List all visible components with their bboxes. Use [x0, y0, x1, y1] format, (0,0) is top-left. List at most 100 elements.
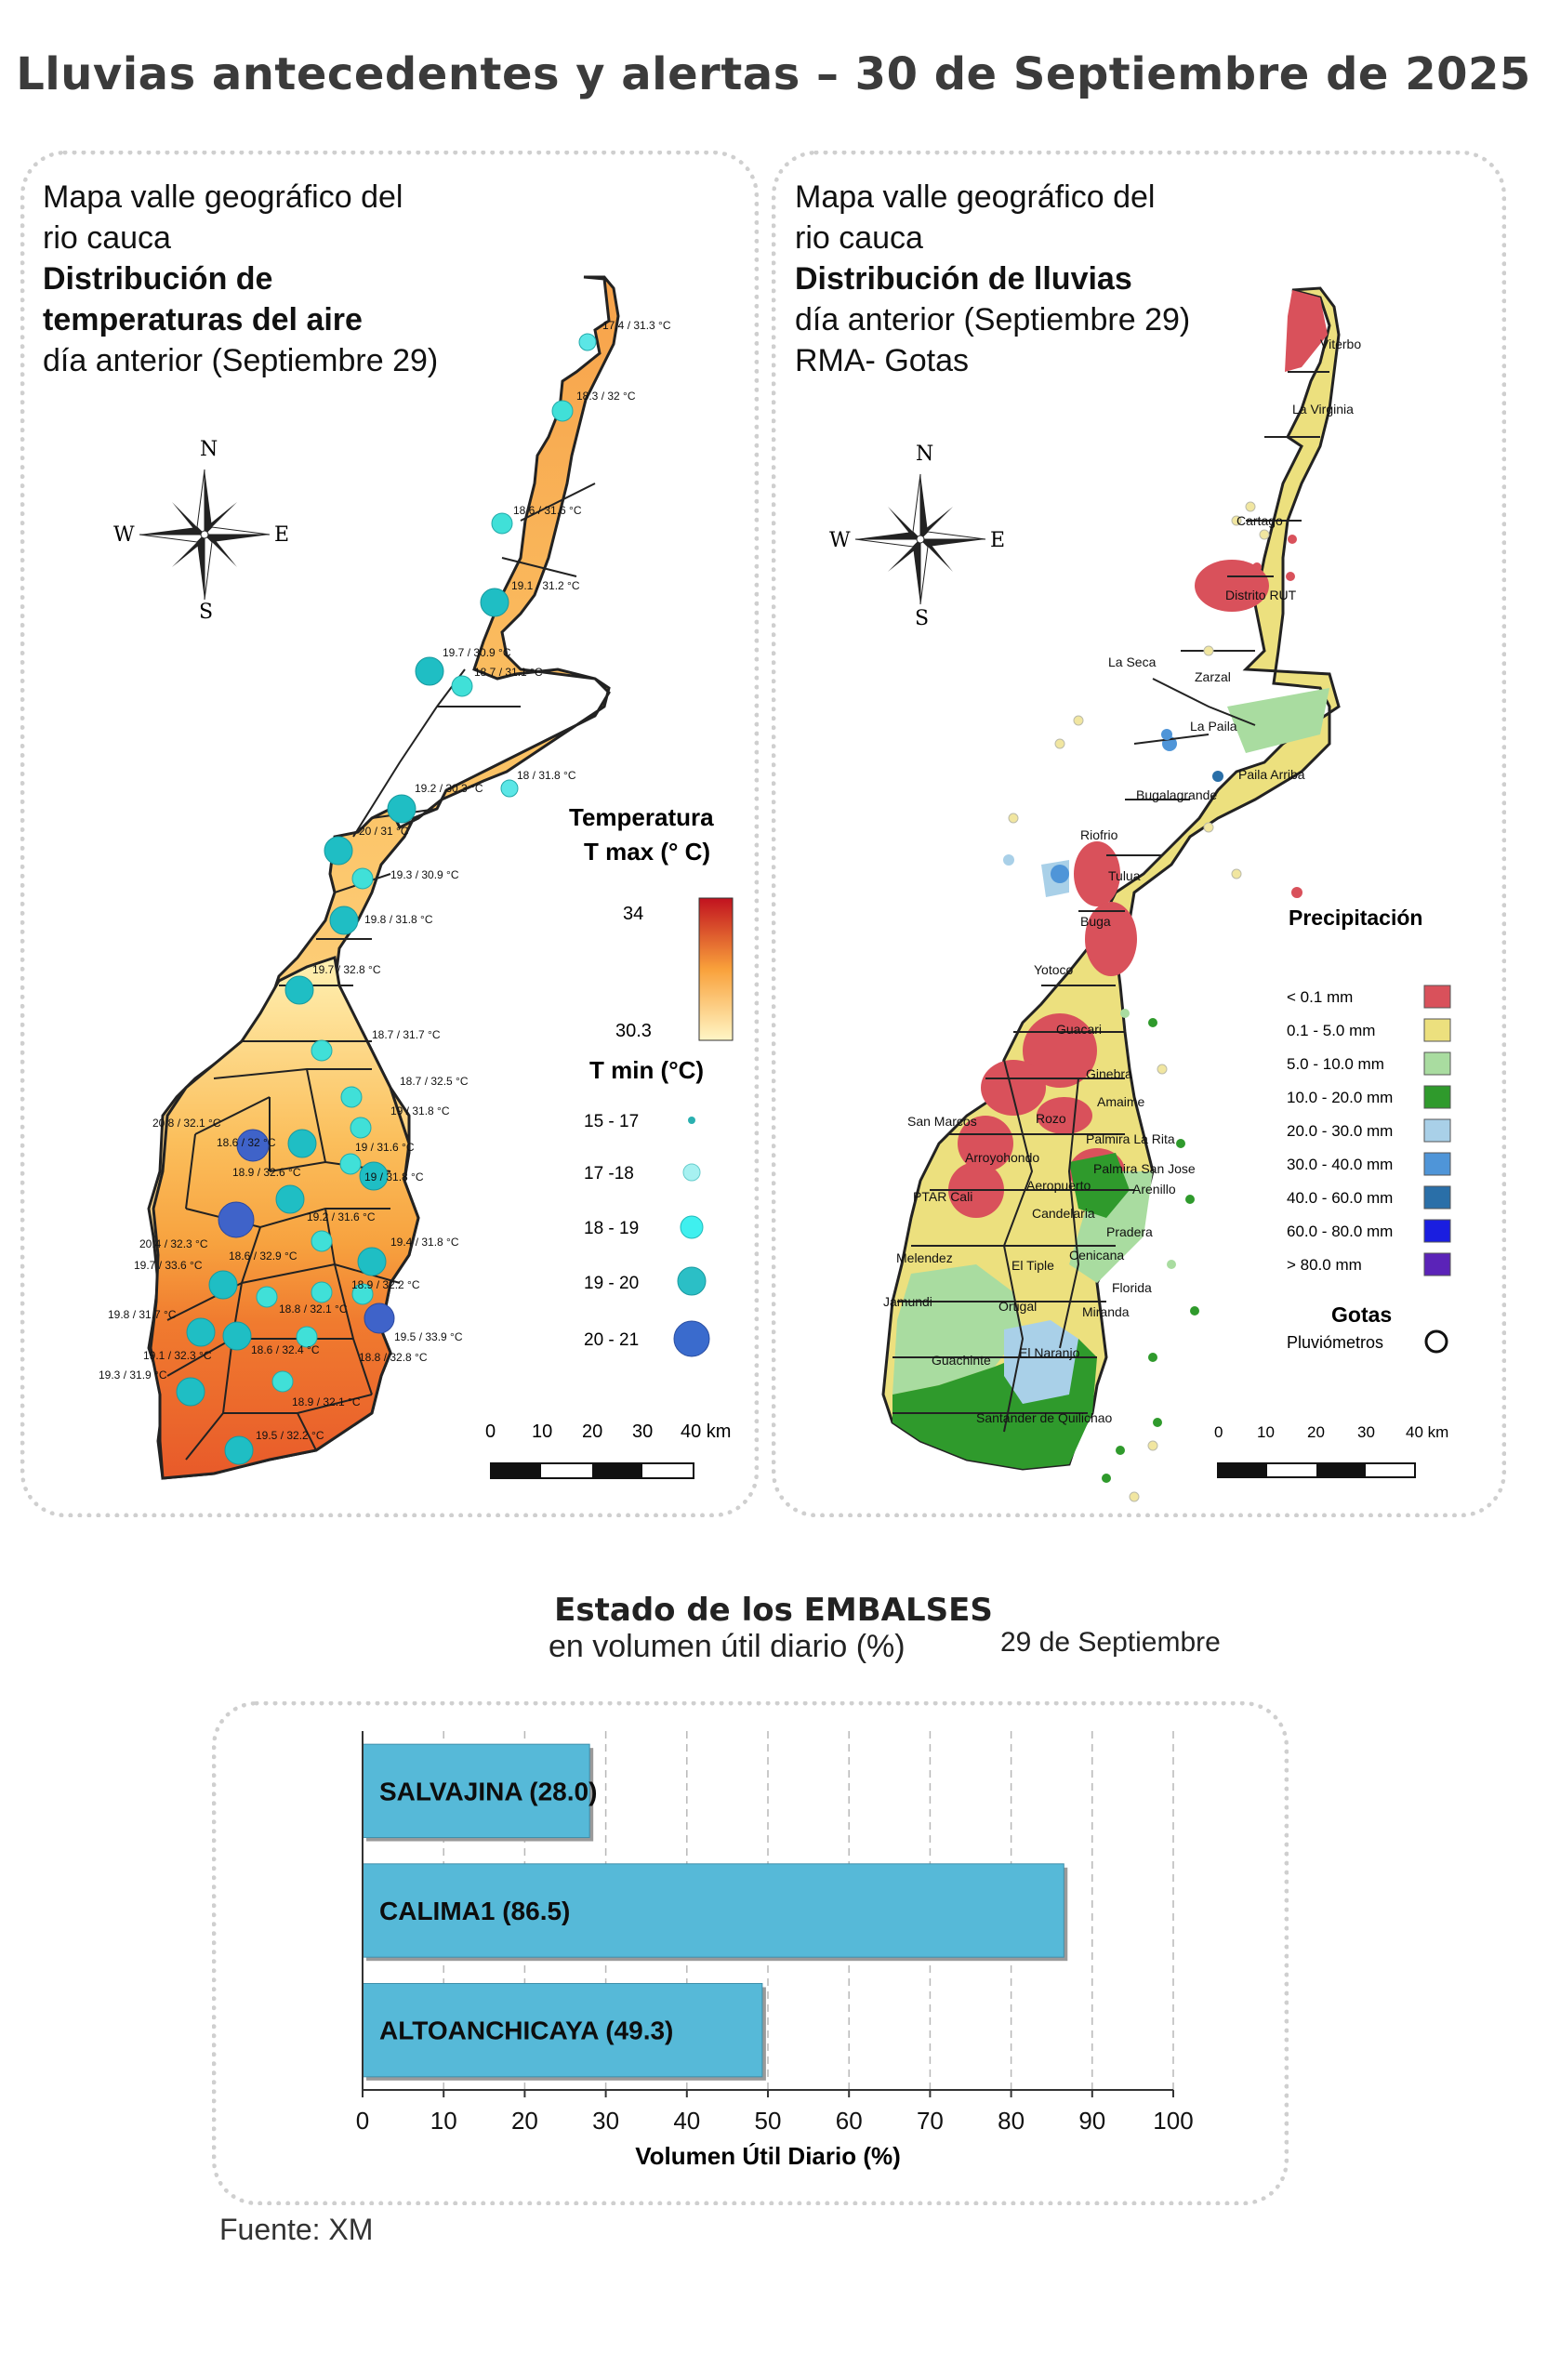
place-label: Jamundi	[883, 1294, 932, 1309]
rain-title-bold: Distribución de lluvias	[795, 261, 1132, 297]
tmin-class: 19 - 20	[584, 1274, 639, 1293]
x-tick-label: 80	[998, 2107, 1025, 2135]
precip-class-label: 60.0 - 80.0 mm	[1287, 1223, 1393, 1240]
temp-title-line-3: Distribución de	[43, 261, 273, 297]
raingauge-symbol	[1424, 1329, 1448, 1354]
place-label: PTAR Cali	[913, 1189, 972, 1204]
place-label: Santander de Quilichao	[976, 1410, 1113, 1425]
place-label: El Tiple	[1012, 1258, 1054, 1273]
temp-title-line-2: rio cauca	[43, 220, 171, 256]
place-label: Rozo	[1036, 1111, 1066, 1126]
tmin-class: 17 -18	[584, 1164, 634, 1183]
station-label: 19.4 / 31.8 °C	[390, 1236, 459, 1249]
station-label: 19.2 / 30.3 °C	[415, 782, 483, 795]
place-label: Melendez	[896, 1250, 953, 1265]
svg-text:20: 20	[1307, 1423, 1325, 1441]
reservoir-bar-label: SALVAJINA (28.0)	[379, 1777, 597, 1805]
tmax-legend-title-1: Temperatura	[569, 803, 714, 831]
reservoir-bar	[362, 1743, 590, 1839]
gotas-title: Gotas	[1331, 1302, 1392, 1327]
station-label: 19.7 / 30.9 °C	[443, 646, 511, 659]
compass-w: W	[829, 529, 851, 552]
place-label: Ginebra	[1086, 1066, 1132, 1081]
station-label: 18.9 / 32.1 °C	[292, 1395, 361, 1408]
place-label: Cartago	[1236, 513, 1283, 528]
place-label: La Virginia	[1292, 402, 1354, 416]
place-label: Zarzal	[1195, 669, 1231, 684]
precip-class-label: 20.0 - 30.0 mm	[1287, 1122, 1393, 1140]
station-label: 19.3 / 30.9 °C	[390, 868, 459, 881]
station-label: 19.8 / 31.8 °C	[364, 913, 433, 926]
place-label: Cenicana	[1069, 1248, 1124, 1263]
place-label: Ortigal	[998, 1299, 1037, 1314]
station-label: 20.4 / 32.3 °C	[139, 1237, 208, 1250]
place-label: Yotoco	[1034, 962, 1074, 977]
rain-title-line-2: rio cauca	[795, 220, 923, 256]
gotas-item: Pluviómetros	[1287, 1333, 1383, 1352]
temperature-panel-title: Mapa valle geográfico del rio cauca Dist…	[43, 177, 438, 381]
place-label: El Naranjo	[1019, 1345, 1080, 1360]
rain-subtitle-1: día anterior (Septiembre 29)	[795, 302, 1191, 337]
place-label: Buga	[1080, 914, 1111, 929]
place-label: La Seca	[1108, 654, 1157, 669]
precip-class-swatch	[1423, 1152, 1451, 1176]
place-label: La Paila	[1190, 719, 1237, 734]
place-label: Tulua	[1108, 868, 1141, 883]
svg-text:30: 30	[632, 1421, 653, 1442]
place-label: Paila Arriba	[1238, 767, 1305, 782]
tmin-class: 20 - 21	[584, 1330, 639, 1350]
compass-n: N	[200, 438, 218, 461]
precip-class-swatch	[1423, 1085, 1451, 1109]
svg-text:0: 0	[485, 1421, 496, 1442]
x-tick-label: 60	[836, 2107, 863, 2135]
compass-e: E	[990, 529, 1005, 552]
station-label: 19.5 / 32.2 °C	[256, 1429, 324, 1442]
station-label: 19.1 / 32.3 °C	[143, 1349, 212, 1362]
x-tick-label: 100	[1153, 2107, 1193, 2135]
station-label: 18.3 / 32 °C	[576, 390, 636, 403]
tmin-legend-title: T min (°C)	[589, 1056, 704, 1084]
reservoirs-subtitle: en volumen útil diario (%)	[549, 1629, 906, 1664]
place-label: Pradera	[1106, 1224, 1153, 1239]
place-label: Arenillo	[1132, 1182, 1176, 1197]
raingauge-markers	[1003, 501, 1302, 1502]
precip-class-swatch	[1423, 1118, 1451, 1143]
compass-s: S	[915, 607, 929, 630]
x-tick-label: 50	[755, 2107, 782, 2135]
precip-legend-title: Precipitación	[1289, 906, 1422, 930]
station-label: 19.5 / 33.9 °C	[394, 1330, 463, 1343]
reservoir-bar	[362, 1982, 763, 2078]
station-label: 19.3 / 31.9 °C	[99, 1368, 167, 1382]
precip-legend: < 0.1 mm 0.1 - 5.0 mm 5.0 - 10.0 mm 10.0 - …	[1287, 985, 1451, 1276]
rain-scale-bar: 0 10 20 30 40 km	[1214, 1423, 1448, 1478]
svg-text:10: 10	[532, 1421, 552, 1442]
compass-n: N	[916, 443, 933, 466]
precip-class-swatch	[1423, 1051, 1451, 1076]
temp-scale-bar: 0 10 20 30 40 km	[485, 1421, 731, 1479]
place-label: Distrito RUT	[1225, 588, 1297, 602]
svg-text:0: 0	[1214, 1423, 1223, 1441]
place-label: San Marcos	[907, 1114, 977, 1129]
place-label: Guacari	[1056, 1022, 1102, 1037]
station-label: 20.8 / 32.1 °C	[152, 1117, 221, 1130]
place-labels: Viterbo La Virginia Cartago Distrito RUT…	[883, 337, 1361, 1425]
station-label: 19 / 31.8 °C	[390, 1104, 450, 1117]
station-label: 18.6 / 32.4 °C	[251, 1343, 320, 1356]
place-label: Palmira La Rita	[1086, 1131, 1175, 1146]
precip-class-swatch	[1423, 1018, 1451, 1042]
tmax-high: 34	[623, 904, 643, 924]
reservoir-bar	[362, 1863, 1064, 1958]
compass-e: E	[274, 523, 289, 547]
place-label: Guachinte	[932, 1353, 991, 1368]
station-label: 18.7 / 31.1 °C	[474, 666, 543, 679]
compass-rose-icon	[854, 473, 986, 605]
x-tick-label: 10	[430, 2107, 457, 2135]
station-label: 19.7 / 32.8 °C	[312, 963, 381, 976]
page-title: Lluvias antecedentes y alertas – 30 de S…	[16, 48, 1531, 100]
tmin-symbol	[677, 1266, 707, 1296]
compass-w: W	[113, 523, 135, 547]
reservoirs-date: 29 de Septiembre	[1000, 1627, 1221, 1658]
precip-class-swatch	[1423, 1252, 1451, 1276]
temp-title-line-1: Mapa valle geográfico del	[43, 179, 403, 215]
reservoir-bar-label: ALTOANCHICAYA (49.3)	[379, 2016, 673, 2045]
